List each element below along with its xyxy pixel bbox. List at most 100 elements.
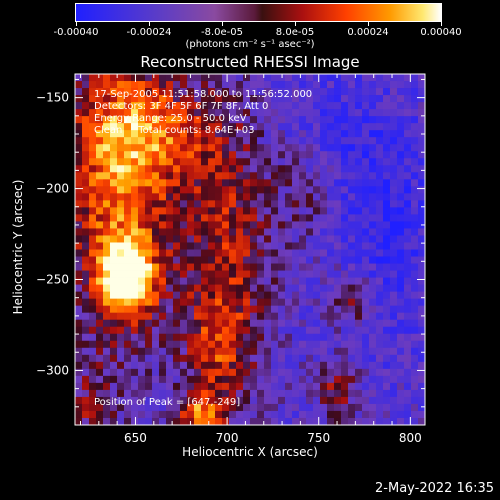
heatmap-cell (271, 368, 279, 377)
heatmap-cell (159, 333, 167, 342)
heatmap-cell (306, 200, 314, 208)
heatmap-cell (397, 214, 405, 222)
heatmap-cell (152, 186, 160, 194)
heatmap-cell (362, 396, 370, 405)
heatmap-cell (257, 410, 265, 419)
heatmap-cell (418, 270, 426, 278)
heatmap-cell (264, 109, 272, 117)
heatmap-cell (187, 242, 195, 250)
heatmap-cell (341, 214, 349, 222)
heatmap-cell (124, 102, 132, 110)
heatmap-cell (278, 102, 286, 110)
heatmap-cell (285, 417, 293, 426)
heatmap-cell (369, 361, 377, 370)
heatmap-cell (96, 102, 104, 110)
heatmap-cell (404, 228, 412, 236)
heatmap-cell (292, 158, 300, 166)
heatmap-cell (194, 193, 202, 201)
heatmap-cell (166, 123, 174, 131)
heatmap-cell (229, 270, 237, 278)
heatmap-cell (75, 305, 83, 314)
heatmap-cell (348, 291, 356, 300)
heatmap-cell (411, 291, 419, 300)
heatmap-cell (292, 179, 300, 187)
heatmap-cell (292, 186, 300, 194)
heatmap-cell (82, 312, 90, 321)
heatmap-cell (334, 256, 342, 264)
heatmap-cell (348, 109, 356, 117)
heatmap-cell (166, 165, 174, 173)
heatmap-cell (215, 396, 223, 405)
heatmap-cell (138, 368, 146, 377)
heatmap-cell (397, 186, 405, 194)
heatmap-cell (131, 396, 139, 405)
heatmap-cell (229, 326, 237, 335)
heatmap-cell (355, 354, 363, 363)
heatmap-cell (194, 354, 202, 363)
heatmap-cell (250, 256, 258, 264)
heatmap-cell (110, 256, 118, 264)
heatmap-cell (124, 333, 132, 342)
heatmap-cell (110, 235, 118, 243)
heatmap-cell (306, 312, 314, 321)
heatmap-cell (180, 207, 188, 215)
heatmap-cell (82, 116, 90, 124)
heatmap-cell (131, 305, 139, 314)
heatmap-cell (110, 270, 118, 278)
heatmap-cell (187, 130, 195, 138)
heatmap-cell (397, 319, 405, 328)
heatmap-cell (362, 151, 370, 159)
heatmap-cell (82, 144, 90, 152)
heatmap-cell (320, 277, 328, 285)
heatmap-cell (96, 165, 104, 173)
heatmap-cell (278, 347, 286, 356)
heatmap-cell (383, 214, 391, 222)
heatmap-cell (110, 305, 118, 314)
heatmap-cell (285, 74, 293, 82)
heatmap-cell (75, 151, 83, 159)
heatmap-cell (369, 214, 377, 222)
heatmap-cell (411, 193, 419, 201)
heatmap-cell (173, 81, 181, 89)
heatmap-cell (404, 389, 412, 398)
heatmap-cell (404, 270, 412, 278)
heatmap-cell (236, 88, 244, 96)
heatmap-cell (124, 123, 132, 131)
heatmap-cell (334, 242, 342, 250)
heatmap-cell (355, 137, 363, 145)
heatmap-cell (173, 347, 181, 356)
heatmap-cell (355, 382, 363, 391)
heatmap-cell (278, 172, 286, 180)
heatmap-cell (103, 158, 111, 166)
heatmap-cell (334, 74, 342, 82)
heatmap-cell (390, 263, 398, 271)
heatmap-cell (285, 123, 293, 131)
heatmap-cell (131, 214, 139, 222)
heatmap-cell (145, 165, 153, 173)
heatmap-cell (327, 389, 335, 398)
heatmap-cell (89, 151, 97, 159)
heatmap-cell (75, 179, 83, 187)
heatmap-cell (208, 354, 216, 363)
heatmap-cell (96, 375, 104, 384)
heatmap-cell (348, 130, 356, 138)
heatmap-cell (376, 291, 384, 300)
heatmap-cell (187, 263, 195, 271)
heatmap-cell (285, 298, 293, 307)
heatmap-cell (362, 200, 370, 208)
heatmap-cell (271, 417, 279, 426)
heatmap-cell (96, 333, 104, 342)
heatmap-cell (138, 130, 146, 138)
heatmap-cell (194, 74, 202, 82)
heatmap-cell (117, 305, 125, 314)
heatmap-cell (194, 410, 202, 419)
heatmap-cell (96, 361, 104, 370)
heatmap-cell (194, 263, 202, 271)
heatmap-cell (313, 305, 321, 314)
heatmap-cell (334, 214, 342, 222)
heatmap-cell (334, 137, 342, 145)
heatmap-cell (320, 88, 328, 96)
heatmap-cell (208, 228, 216, 236)
heatmap-cell (334, 200, 342, 208)
heatmap-cell (404, 277, 412, 285)
